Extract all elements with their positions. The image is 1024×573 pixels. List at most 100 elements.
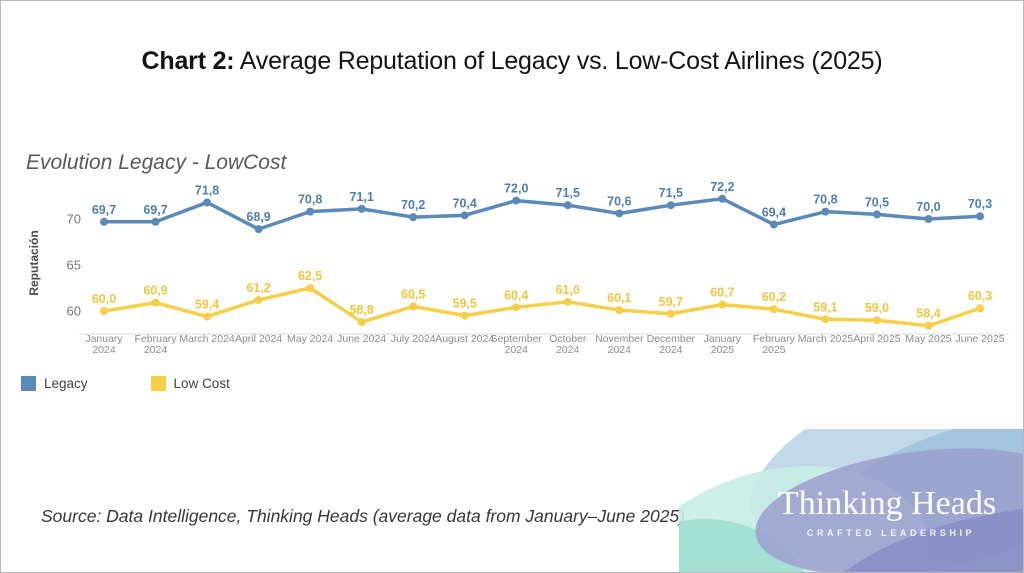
data-label-legacy: 71,5 bbox=[659, 186, 683, 200]
data-point-legacy bbox=[769, 220, 778, 229]
data-point-low-cost bbox=[924, 321, 933, 330]
data-point-legacy bbox=[203, 198, 212, 207]
x-tick-label: May 2024 bbox=[287, 333, 333, 345]
data-label-legacy: 70,8 bbox=[813, 193, 837, 207]
chart-legend: Legacy Low Cost bbox=[21, 376, 293, 391]
x-tick-label: June 2025 bbox=[955, 333, 1004, 345]
data-label-legacy: 72,2 bbox=[710, 180, 734, 194]
data-point-low-cost bbox=[872, 316, 881, 325]
data-label-legacy: 72,0 bbox=[504, 182, 528, 196]
data-point-low-cost bbox=[151, 298, 160, 307]
data-point-low-cost bbox=[976, 304, 985, 313]
data-label-legacy: 71,5 bbox=[556, 186, 580, 200]
data-label-low-cost: 60,0 bbox=[92, 292, 116, 306]
legend-label-lowcost: Low Cost bbox=[173, 376, 230, 391]
data-label-legacy: 70,4 bbox=[453, 196, 477, 210]
source-note: Source: Data Intelligence, Thinking Head… bbox=[41, 506, 685, 526]
lowcost-swatch-icon bbox=[150, 376, 166, 391]
data-point-legacy bbox=[254, 225, 263, 234]
y-tick-label: 65 bbox=[67, 258, 81, 273]
data-point-legacy bbox=[357, 204, 366, 213]
data-label-low-cost: 60,4 bbox=[504, 288, 528, 302]
data-label-legacy: 69,7 bbox=[143, 203, 167, 217]
data-label-legacy: 70,5 bbox=[865, 195, 889, 209]
x-tick-label: December 2024 bbox=[647, 333, 696, 356]
data-point-legacy bbox=[666, 201, 675, 210]
data-point-low-cost bbox=[203, 312, 212, 321]
data-point-low-cost bbox=[718, 300, 727, 309]
data-label-low-cost: 59,5 bbox=[453, 297, 477, 311]
data-point-legacy bbox=[976, 212, 985, 221]
series-line-legacy bbox=[102, 197, 982, 231]
page-title-prefix: Chart 2: bbox=[141, 47, 235, 75]
logo-tagline-text: CRAFTED LEADERSHIP bbox=[807, 528, 975, 538]
x-tick-label: January 2025 bbox=[704, 333, 742, 356]
page-title-rest: Average Reputation of Legacy vs. Low-Cos… bbox=[234, 47, 883, 75]
data-label-low-cost: 61,0 bbox=[556, 283, 580, 297]
data-label-legacy: 71,1 bbox=[349, 190, 373, 204]
data-label-low-cost: 59,1 bbox=[813, 300, 837, 314]
data-label-legacy: 70,8 bbox=[298, 193, 322, 207]
data-label-low-cost: 62,5 bbox=[298, 269, 322, 283]
data-point-legacy bbox=[821, 207, 830, 216]
data-label-low-cost: 60,5 bbox=[401, 287, 425, 301]
data-point-low-cost bbox=[460, 311, 469, 320]
data-label-low-cost: 60,2 bbox=[762, 290, 786, 304]
data-label-low-cost: 60,7 bbox=[710, 286, 734, 300]
chart-subtitle: Evolution Legacy - LowCost bbox=[26, 151, 287, 174]
data-label-low-cost: 61,2 bbox=[246, 281, 270, 295]
data-point-legacy bbox=[512, 196, 521, 205]
data-point-low-cost bbox=[254, 295, 263, 304]
data-point-low-cost bbox=[666, 309, 675, 318]
y-axis-title: Reputación bbox=[27, 230, 41, 295]
x-tick-label: February 2025 bbox=[753, 333, 796, 356]
x-tick-label: May 2025 bbox=[905, 333, 951, 345]
x-tick-label: July 2024 bbox=[391, 333, 436, 345]
legend-label-legacy: Legacy bbox=[44, 376, 88, 391]
data-label-low-cost: 58,4 bbox=[916, 307, 940, 321]
data-point-low-cost bbox=[563, 297, 572, 306]
data-label-legacy: 71,8 bbox=[195, 183, 219, 197]
data-label-legacy: 69,7 bbox=[92, 203, 116, 217]
data-point-low-cost bbox=[357, 318, 366, 327]
data-point-low-cost bbox=[512, 303, 521, 312]
data-point-legacy bbox=[460, 211, 469, 220]
data-label-low-cost: 59,0 bbox=[865, 301, 889, 315]
legend-item-legacy: Legacy bbox=[21, 376, 88, 391]
data-label-legacy: 70,6 bbox=[607, 194, 631, 208]
legend-item-lowcost: Low Cost bbox=[150, 376, 230, 391]
legacy-swatch-icon bbox=[21, 376, 36, 391]
x-tick-label: January 2024 bbox=[85, 333, 123, 356]
data-label-low-cost: 60,3 bbox=[968, 289, 992, 303]
data-point-low-cost bbox=[306, 284, 315, 292]
thinking-heads-logo: Thinking Heads CRAFTED LEADERSHIP bbox=[679, 429, 1023, 572]
x-tick-label: August 2024 bbox=[435, 333, 494, 345]
data-label-legacy: 70,2 bbox=[401, 198, 425, 212]
data-label-low-cost: 60,9 bbox=[143, 284, 167, 298]
data-point-low-cost bbox=[769, 305, 778, 314]
x-tick-label: March 2024 bbox=[179, 333, 235, 345]
data-point-low-cost bbox=[821, 315, 830, 324]
y-tick-label: 70 bbox=[67, 212, 81, 227]
data-label-legacy: 70,3 bbox=[968, 197, 992, 211]
data-label-low-cost: 59,7 bbox=[659, 295, 683, 309]
data-label-legacy: 69,4 bbox=[762, 206, 786, 220]
data-point-legacy bbox=[615, 209, 624, 218]
x-tick-label: April 2025 bbox=[853, 333, 900, 345]
data-label-low-cost: 59,4 bbox=[195, 298, 219, 312]
data-label-legacy: 68,9 bbox=[246, 210, 270, 224]
data-point-low-cost bbox=[409, 302, 418, 311]
x-tick-label: October 2024 bbox=[549, 333, 587, 356]
x-tick-label: June 2024 bbox=[337, 333, 386, 345]
x-tick-label: March 2025 bbox=[798, 333, 854, 345]
series-line-low-cost bbox=[102, 286, 982, 328]
data-point-legacy bbox=[306, 207, 315, 216]
x-tick-label: February 2024 bbox=[135, 333, 178, 356]
data-point-legacy bbox=[718, 194, 727, 203]
data-point-low-cost bbox=[100, 307, 108, 315]
x-tick-label: September 2024 bbox=[491, 333, 543, 356]
data-label-low-cost: 60,1 bbox=[607, 291, 631, 305]
data-point-low-cost bbox=[615, 306, 624, 315]
x-tick-label: November 2024 bbox=[595, 333, 644, 356]
